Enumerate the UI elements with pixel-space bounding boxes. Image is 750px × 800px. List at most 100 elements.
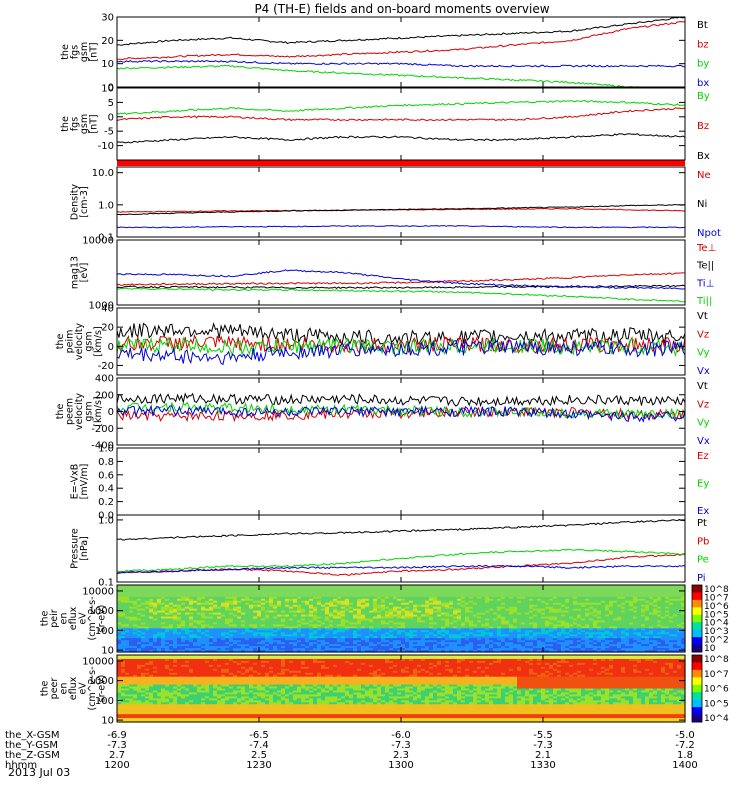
heatmap-cell xyxy=(373,644,378,647)
heatmap-cell xyxy=(281,650,286,653)
heatmap-cell xyxy=(349,590,354,594)
heatmap-cell xyxy=(437,638,442,641)
heatmap-cell xyxy=(193,608,198,612)
heatmap-cell xyxy=(437,604,442,608)
heatmap-cell xyxy=(549,618,554,622)
heatmap-cell xyxy=(505,612,510,616)
heatmap-cell xyxy=(377,586,382,590)
heatmap-cell xyxy=(569,620,574,624)
heatmap-cell xyxy=(505,610,510,614)
legend-label: Pt xyxy=(697,518,707,529)
heatmap-cell xyxy=(661,608,666,612)
heatmap-cell xyxy=(421,640,426,643)
heatmap-cell xyxy=(133,626,138,629)
heatmap-cell xyxy=(665,594,670,598)
heatmap-cell xyxy=(505,585,510,588)
heatmap-cell xyxy=(141,586,146,590)
heatmap-cell xyxy=(501,612,506,616)
heatmap-cell xyxy=(489,588,494,592)
heatmap-cell xyxy=(201,646,206,649)
heatmap-cell xyxy=(229,596,234,600)
heatmap-cell xyxy=(333,614,338,618)
heatmap-cell xyxy=(305,604,310,608)
heatmap-cell xyxy=(461,608,466,612)
heatmap-cell xyxy=(449,636,454,639)
heatmap-cell xyxy=(529,600,534,604)
heatmap-cell xyxy=(381,598,386,602)
heatmap-cell xyxy=(525,598,530,602)
heatmap-cell xyxy=(529,622,534,626)
heatmap-cell xyxy=(377,602,382,606)
heatmap-cell xyxy=(589,606,594,610)
heatmap-cell xyxy=(545,585,550,588)
heatmap-cell xyxy=(429,604,434,608)
heatmap-cell xyxy=(369,598,374,602)
heatmap-cell xyxy=(413,588,418,592)
heatmap-cell xyxy=(649,640,654,643)
heatmap-cell xyxy=(205,632,210,635)
heatmap-cell xyxy=(205,602,210,606)
heatmap-cell xyxy=(329,624,334,627)
heatmap-cell xyxy=(153,650,158,653)
heatmap-cell xyxy=(141,632,146,635)
heatmap-cell xyxy=(537,586,542,590)
heatmap-cell xyxy=(669,598,674,602)
heatmap-cell xyxy=(613,646,618,649)
heatmap-cell xyxy=(437,624,442,627)
heatmap-cell xyxy=(453,634,458,637)
heatmap-cell xyxy=(341,612,346,616)
heatmap-cell xyxy=(521,620,526,624)
heatmap-cell xyxy=(313,596,318,600)
heatmap-cell xyxy=(153,604,158,608)
heatmap-cell xyxy=(485,614,490,618)
heatmap-cell xyxy=(297,590,302,594)
heatmap-cell xyxy=(257,604,262,608)
heatmap-cell xyxy=(173,590,178,594)
heatmap-cell xyxy=(333,585,338,588)
heatmap-cell xyxy=(313,594,318,598)
heatmap-cell xyxy=(521,622,526,626)
heatmap-cell xyxy=(581,614,586,618)
heatmap-cell xyxy=(585,588,590,592)
heatmap-cell xyxy=(605,636,610,639)
heatmap-cell xyxy=(357,638,362,641)
heatmap-cell xyxy=(241,642,246,645)
heatmap-cell xyxy=(541,642,546,645)
heatmap-cell xyxy=(665,610,670,614)
heatmap-cell xyxy=(625,604,630,608)
heatmap-cell xyxy=(141,608,146,612)
heatmap-cell xyxy=(485,636,490,639)
heatmap-cell xyxy=(253,646,258,649)
heatmap-cell xyxy=(577,592,582,596)
heatmap-cell xyxy=(609,648,614,651)
heatmap-cell xyxy=(613,636,618,639)
heatmap-cell xyxy=(405,638,410,641)
heatmap-cell xyxy=(457,618,462,622)
heatmap-cell xyxy=(397,610,402,614)
heatmap-cell xyxy=(129,628,134,631)
heatmap-cell xyxy=(601,588,606,592)
heatmap-cell xyxy=(377,650,382,653)
heatmap-cell xyxy=(577,622,582,626)
heatmap-cell xyxy=(513,630,518,633)
heatmap-cell xyxy=(449,646,454,649)
heatmap-cell xyxy=(445,646,450,649)
heatmap-cell xyxy=(385,588,390,592)
heatmap-cell xyxy=(501,630,506,633)
heatmap-cell xyxy=(561,650,566,653)
heatmap-cell xyxy=(145,644,150,647)
heatmap-cell xyxy=(649,644,654,647)
heatmap-cell xyxy=(237,596,242,600)
heatmap-cell xyxy=(261,610,266,614)
heatmap-cell xyxy=(225,614,230,618)
heatmap-cell xyxy=(513,638,518,641)
heatmap-cell xyxy=(521,602,526,606)
heatmap-cell xyxy=(345,618,350,622)
heatmap-cell xyxy=(645,600,650,604)
heatmap-cell xyxy=(461,618,466,622)
heatmap-cell xyxy=(273,650,278,653)
heatmap-cell xyxy=(469,604,474,608)
heatmap-cell xyxy=(297,614,302,618)
heatmap-cell xyxy=(385,600,390,604)
heatmap-cell xyxy=(317,610,322,614)
